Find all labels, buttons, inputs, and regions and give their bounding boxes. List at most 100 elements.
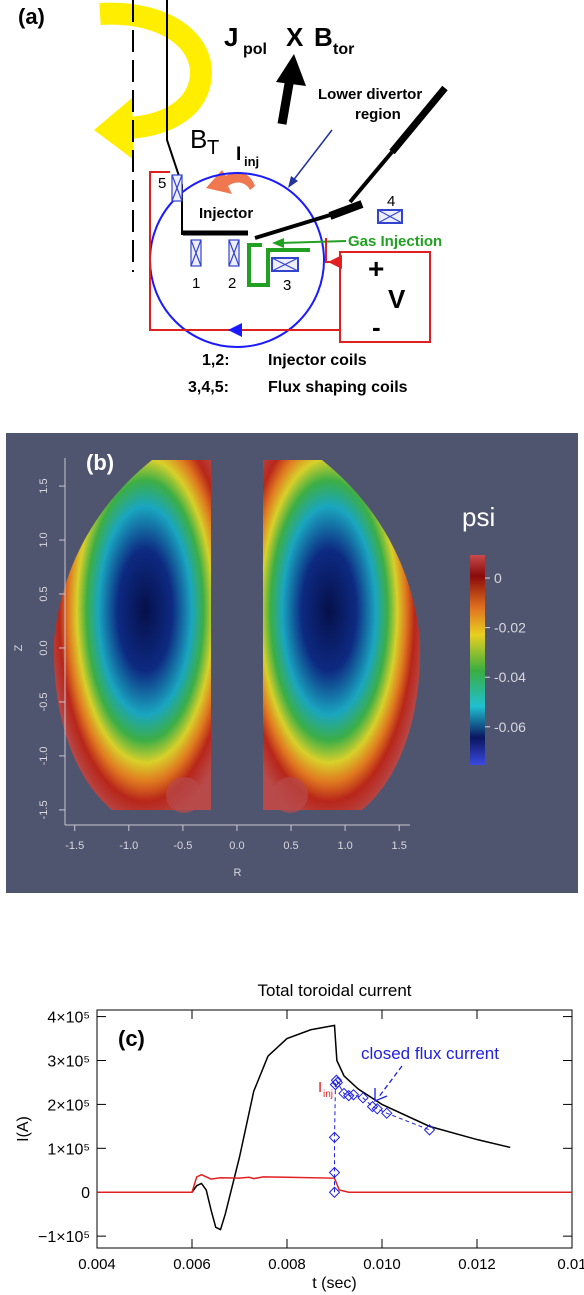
diamond-marker (328, 1131, 341, 1144)
force-label: X (286, 22, 304, 52)
annotation-arrow (377, 1065, 403, 1099)
divertor-plate (348, 150, 394, 204)
pointer-head (288, 176, 298, 188)
x-axis-label: R (234, 867, 242, 879)
panel-label: (a) (18, 4, 45, 29)
y-tick-label: -1.0 (38, 746, 50, 765)
divertor-plate (328, 200, 364, 220)
force-label: B (314, 22, 333, 52)
legend-text: Flux shaping coils (268, 379, 408, 396)
legend-text: Injector coils (268, 352, 367, 369)
plot-frame (96, 1009, 573, 1249)
y-tick-label: 0.5 (38, 586, 50, 601)
diamond-marker (371, 1103, 383, 1115)
coil-cross (228, 239, 240, 267)
x-tick-label: -0.5 (173, 840, 192, 852)
x-tick-label: 0.006 (173, 1256, 211, 1273)
diamond-marker (331, 1076, 344, 1089)
coil-number: 2 (228, 275, 236, 292)
psi-lobe (166, 777, 202, 813)
annotation: I (318, 1079, 322, 1096)
diamond-marker (381, 1107, 393, 1119)
colorbar-tick-label: -0.06 (494, 719, 526, 735)
annotation: closed flux current (361, 1044, 499, 1063)
diamond-marker (328, 1166, 341, 1179)
coil-number: 5 (158, 175, 166, 192)
gas-label: Gas Injection (348, 233, 442, 250)
pointer (291, 129, 333, 183)
legend-key: 3,4,5: (188, 379, 229, 396)
circuit-arrow (328, 255, 342, 269)
annotation-arrow-head (374, 1088, 388, 1102)
legend-key: 1,2: (202, 352, 230, 369)
series-line (334, 1078, 430, 1193)
field-label-sub: T (207, 137, 219, 159)
y-tick-label: 1×10⁵ (47, 1141, 90, 1158)
coil-cross (171, 174, 183, 202)
diamond-marker (330, 1074, 343, 1086)
x-tick-label: 1.5 (392, 840, 407, 852)
y-tick-label: 1.0 (38, 532, 50, 547)
wall (166, 0, 183, 235)
x-tick-label: 0.004 (78, 1256, 116, 1273)
y-tick-label: 0.0 (38, 640, 50, 655)
force-label: J (224, 22, 238, 52)
psi-field (263, 460, 421, 810)
x-tick-label: 0.010 (363, 1256, 401, 1273)
y-tick-label: 1.5 (38, 478, 50, 493)
colorbar-tick-label: 0 (494, 570, 502, 586)
diamond-marker (423, 1124, 436, 1136)
current-label: I (236, 144, 241, 165)
force-label-sub: tor (333, 41, 354, 58)
annotation: inj (323, 1089, 333, 1100)
circuit-arrow (228, 323, 242, 337)
chart-title: Total toroidal current (257, 981, 411, 1000)
colorbar-tick-label: -0.02 (494, 620, 526, 636)
colorbar-tick-label: -0.04 (494, 669, 526, 685)
current-label-sub: inj (244, 154, 259, 169)
psi-lobe (272, 777, 308, 813)
y-axis-label: I(A) (15, 1116, 32, 1142)
power-supply (339, 251, 431, 343)
circuit (149, 171, 340, 331)
coils (171, 174, 403, 272)
divertor-label: region (355, 106, 401, 123)
y-tick-label: 0 (81, 1185, 90, 1202)
plot-area (97, 1024, 572, 1231)
supply-v: V (388, 284, 406, 314)
coil-cross (377, 209, 403, 224)
x-tick-label: 0.008 (268, 1256, 306, 1273)
coil-number: 4 (387, 193, 395, 210)
toroidal-arrow (99, 2, 212, 139)
field-label: B (190, 124, 207, 154)
coil-number: 1 (192, 275, 200, 292)
diamond-marker (357, 1092, 369, 1104)
y-tick-label: -0.5 (38, 692, 50, 711)
divertor-plate (389, 85, 448, 155)
x-tick-label: 0.012 (458, 1256, 496, 1273)
x-tick-label: -1.5 (65, 840, 84, 852)
panel-a: (a) J pol X B tor Lower divertor region … (18, 0, 448, 396)
coil-number: 3 (283, 277, 291, 294)
panel-c: 0.004 0.006 0.008 0.010 0.012 0.01 −1×10⁵ 0 1×10… (15, 981, 584, 1292)
x-axis-label: t (sec) (312, 1275, 356, 1292)
diamond-marker (328, 1186, 341, 1198)
y-tick-label: −1×10⁵ (38, 1229, 90, 1246)
x-tick-label: 0.01 (557, 1256, 584, 1273)
colorbar-title: psi (462, 502, 495, 532)
gas-pipe (247, 243, 310, 287)
gas-arrow-head (272, 238, 284, 248)
y-tick-label: 4×10⁵ (47, 1010, 90, 1027)
y-tick-label: -1.5 (38, 800, 50, 819)
supply-plus: + (368, 253, 384, 284)
x-tick-label: -1.0 (119, 840, 138, 852)
panel-b: -1.5 -1.0 -0.5 0.0 0.5 1.0 1.5 -1.5 -1.0 -0.5 0.0 0… (6, 433, 578, 893)
colorbar (470, 555, 485, 765)
coil-cross (271, 257, 299, 272)
force-label-sub: pol (243, 41, 267, 58)
toroidal-arrow-head (94, 98, 134, 160)
y-tick-label: 2×10⁵ (47, 1097, 90, 1114)
gas-arrow (279, 240, 347, 244)
